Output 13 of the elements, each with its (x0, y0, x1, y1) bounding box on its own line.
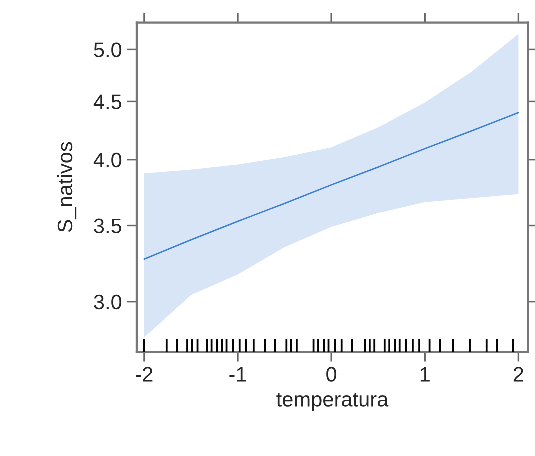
line-series (144, 112, 520, 260)
x-tick-label: -2 (136, 367, 153, 382)
y-tick-label: 4.0 (94, 152, 122, 168)
y-axis-title: S_nativos (57, 142, 77, 232)
x-tick-label: -1 (230, 367, 246, 382)
y-tick-label: 3.5 (94, 218, 122, 234)
y-tick-label: 4.5 (94, 94, 122, 110)
y-tick-label: 5.0 (94, 42, 122, 58)
x-tick-label: 2 (514, 367, 524, 382)
y-tick-label: 3.0 (94, 294, 122, 310)
x-axis-title: temperatura (276, 393, 389, 412)
x-tick-label: 1 (420, 367, 430, 382)
x-tick-label: 0 (326, 367, 337, 382)
